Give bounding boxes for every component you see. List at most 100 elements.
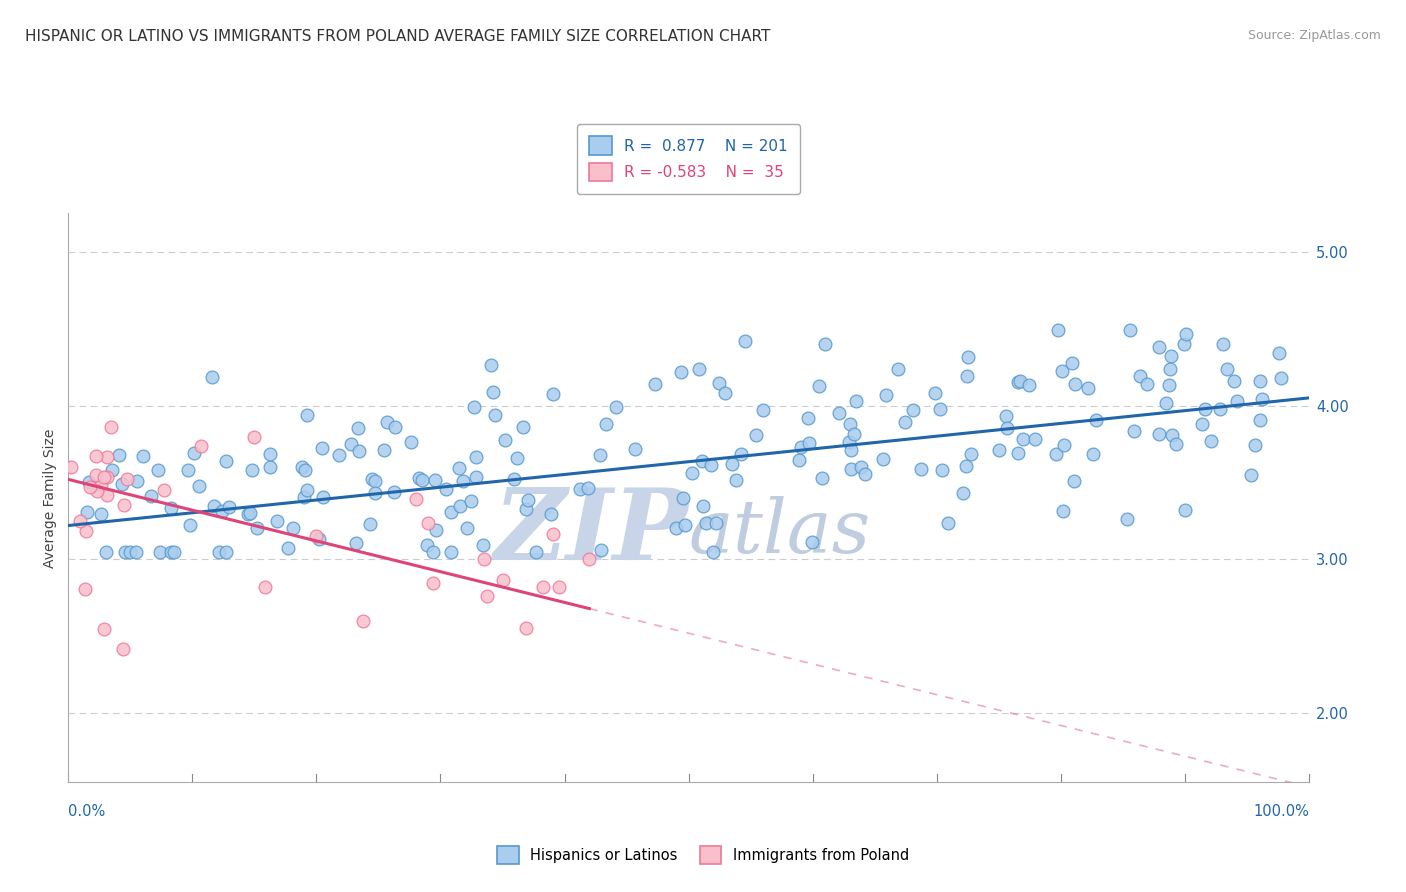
Point [995, 421, 1018, 435]
Point [297, 483, 319, 497]
Point [463, 401, 485, 415]
Point [1212, 337, 1234, 351]
Point [956, 369, 979, 384]
Point [624, 442, 647, 456]
Point [163, 544, 186, 558]
Point [956, 350, 979, 364]
Point [730, 446, 752, 460]
Point [75, 582, 97, 597]
Point [704, 516, 727, 530]
Point [86, 449, 108, 463]
Point [465, 450, 488, 464]
Point [93, 470, 115, 484]
Point [207, 544, 229, 558]
Point [589, 542, 612, 557]
Point [100, 463, 122, 477]
Point [669, 365, 692, 379]
Point [218, 500, 240, 514]
Point [787, 453, 810, 467]
Point [90, 478, 112, 492]
Point [411, 474, 433, 488]
Point [328, 448, 350, 462]
Point [94, 544, 117, 558]
Point [384, 419, 406, 434]
Point [1191, 417, 1213, 431]
Point [531, 580, 554, 594]
Point [811, 471, 834, 485]
Point [491, 573, 513, 587]
Point [827, 406, 849, 420]
Point [243, 430, 266, 444]
Text: 100.0%: 100.0% [1253, 804, 1309, 819]
Point [1159, 362, 1181, 376]
Point [952, 486, 974, 500]
Point [215, 544, 238, 558]
Point [1129, 368, 1152, 383]
Point [1052, 504, 1074, 518]
Point [1173, 337, 1195, 351]
Point [695, 516, 717, 531]
Point [111, 477, 134, 491]
Point [1164, 437, 1187, 451]
Point [924, 386, 946, 401]
Point [673, 517, 696, 532]
Point [1149, 340, 1171, 354]
Point [96, 470, 118, 484]
Legend: Hispanics or Latinos, Immigrants from Poland: Hispanics or Latinos, Immigrants from Po… [489, 839, 917, 871]
Point [838, 434, 860, 449]
Point [1199, 434, 1222, 449]
Point [1063, 474, 1085, 488]
Point [1268, 346, 1291, 360]
Point [115, 472, 138, 486]
Text: ZIP: ZIP [494, 483, 689, 580]
Point [910, 461, 932, 475]
Point [1249, 413, 1271, 427]
Point [281, 520, 304, 534]
Point [1249, 374, 1271, 388]
Point [1160, 349, 1182, 363]
Point [436, 482, 458, 496]
Point [361, 472, 384, 486]
Point [702, 544, 724, 558]
Point [515, 622, 537, 636]
Point [851, 459, 873, 474]
Point [439, 505, 461, 519]
Text: Source: ZipAtlas.com: Source: ZipAtlas.com [1247, 29, 1381, 42]
Point [308, 533, 330, 547]
Point [1119, 323, 1142, 337]
Point [294, 463, 316, 477]
Point [86, 484, 108, 499]
Point [291, 459, 314, 474]
Point [887, 362, 910, 376]
Point [153, 483, 176, 497]
Point [1157, 378, 1180, 392]
Point [339, 437, 361, 451]
Point [456, 521, 478, 535]
Point [347, 444, 370, 458]
Point [839, 417, 862, 431]
Point [1154, 395, 1177, 409]
Point [1251, 392, 1274, 407]
Point [69, 514, 91, 528]
Point [408, 471, 430, 485]
Point [346, 421, 368, 435]
Point [1085, 413, 1108, 427]
Point [515, 502, 537, 516]
Text: atlas: atlas [689, 496, 870, 568]
Point [1122, 424, 1144, 438]
Point [1270, 370, 1292, 384]
Point [177, 463, 200, 477]
Point [472, 538, 495, 552]
Point [844, 427, 866, 442]
Point [159, 500, 181, 515]
Point [541, 387, 564, 401]
Point [465, 470, 488, 484]
Point [672, 491, 695, 505]
Point [1024, 432, 1046, 446]
Point [60, 460, 83, 475]
Point [1008, 374, 1031, 388]
Point [90, 507, 112, 521]
Point [422, 544, 444, 558]
Point [681, 466, 703, 480]
Point [929, 401, 952, 416]
